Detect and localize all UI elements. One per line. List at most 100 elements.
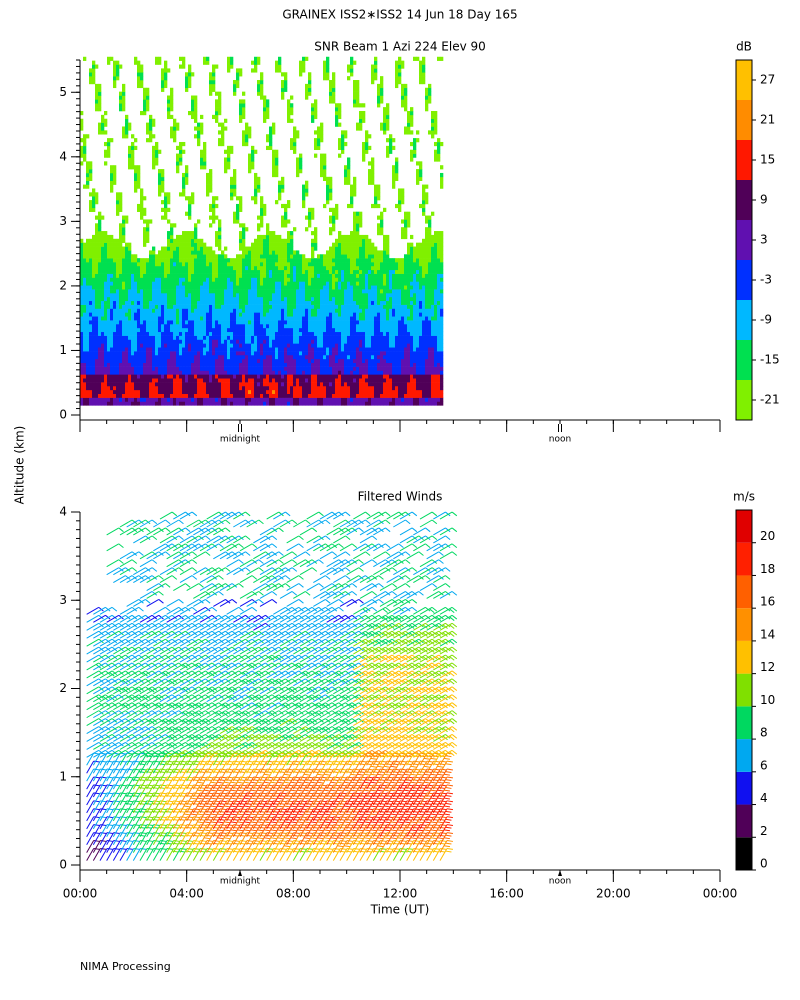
snr-cell [206, 331, 210, 336]
snr-cell [266, 351, 270, 356]
snr-cell [167, 385, 171, 391]
snr-cell [341, 254, 345, 259]
snr-cell [257, 354, 261, 360]
snr-cell [347, 370, 351, 375]
snr-cell [179, 300, 183, 305]
snr-cell [128, 293, 132, 298]
snr-cell [251, 335, 255, 340]
snr-cell [167, 200, 171, 205]
snr-cell [314, 374, 318, 379]
snr-cell [101, 316, 105, 321]
snr-cell [290, 110, 294, 116]
snr-cell [188, 200, 192, 205]
snr-cell [122, 273, 126, 278]
snr-cell [134, 347, 138, 352]
snr-cell [335, 370, 339, 375]
snr-cell [311, 242, 315, 247]
snr-cell [95, 347, 99, 352]
snr-cell [356, 103, 360, 108]
snr-cell [296, 293, 300, 298]
snr-cell [332, 331, 336, 336]
snr-cell [101, 374, 105, 379]
snr-cell [239, 354, 243, 360]
snr-cell [266, 107, 270, 112]
snr-cell [161, 176, 165, 181]
snr-cell [344, 265, 348, 271]
snr-cell [302, 370, 306, 375]
snr-cell [230, 285, 234, 290]
snr-cell [332, 72, 336, 77]
snr-cell [269, 362, 273, 367]
snr-cell [83, 312, 87, 317]
snr-cell [230, 180, 234, 185]
snr-cell [161, 269, 165, 274]
snr-cell [119, 393, 123, 398]
snr-cell [227, 265, 231, 271]
snr-cell [122, 289, 126, 294]
snr-cell [173, 238, 177, 243]
snr-cell [209, 254, 213, 259]
snr-cell [251, 242, 255, 247]
snr-cell [188, 265, 192, 271]
snr-cell [80, 397, 84, 402]
snr-cell [188, 254, 192, 259]
snr-cell [83, 323, 87, 329]
snr-cell [197, 378, 201, 383]
snr-cell [125, 215, 129, 220]
snr-cell [230, 347, 234, 352]
snr-cell [185, 304, 189, 309]
snr-cell [173, 289, 177, 294]
snr-cell [191, 347, 195, 352]
snr-cell [143, 265, 147, 271]
snr-cell [206, 339, 210, 344]
snr-cell [242, 351, 246, 356]
snr-cell [212, 83, 216, 89]
snr-cell [281, 320, 285, 325]
snr-cell [338, 358, 342, 364]
snr-cell [164, 258, 168, 263]
snr-cell [218, 138, 222, 143]
snr-cell [101, 289, 105, 294]
snr-cell [356, 327, 360, 333]
snr-cell [191, 343, 195, 348]
snr-cell [302, 262, 306, 267]
snr-cell [188, 312, 192, 317]
snr-cell [356, 91, 360, 96]
snr-cell [350, 327, 354, 333]
snr-cell [203, 296, 207, 302]
snr-cell [344, 393, 348, 398]
snr-cell [164, 265, 168, 271]
snr-cell [269, 269, 273, 274]
snr-cell [83, 347, 87, 352]
snr-cell [167, 219, 171, 224]
snr-cell [248, 126, 252, 131]
snr-cell [287, 323, 291, 329]
snr-cell [335, 238, 339, 243]
snr-cell [332, 358, 336, 364]
snr-cell [173, 397, 177, 402]
snr-cell [89, 370, 93, 375]
snr-cell [314, 347, 318, 352]
snr-cell [161, 254, 165, 259]
snr-cell [341, 354, 345, 360]
snr-cell [308, 258, 312, 263]
snr-cell [329, 99, 333, 104]
snr-cell [254, 246, 258, 251]
snr-cell [188, 331, 192, 336]
snr-cell [170, 339, 174, 344]
snr-cell [116, 254, 120, 259]
snr-cell [131, 289, 135, 294]
snr-cell [92, 351, 96, 356]
snr-cell [92, 277, 96, 282]
snr-cell [359, 327, 363, 333]
snr-cell [230, 354, 234, 360]
snr-cell [305, 304, 309, 309]
snr-cell [86, 296, 90, 302]
snr-cell [230, 176, 234, 181]
snr-cell [212, 339, 216, 344]
snr-cell [251, 308, 255, 313]
snr-cell [218, 246, 222, 251]
snr-cell [251, 354, 255, 360]
snr-cell [227, 331, 231, 336]
snr-cell [179, 250, 183, 255]
